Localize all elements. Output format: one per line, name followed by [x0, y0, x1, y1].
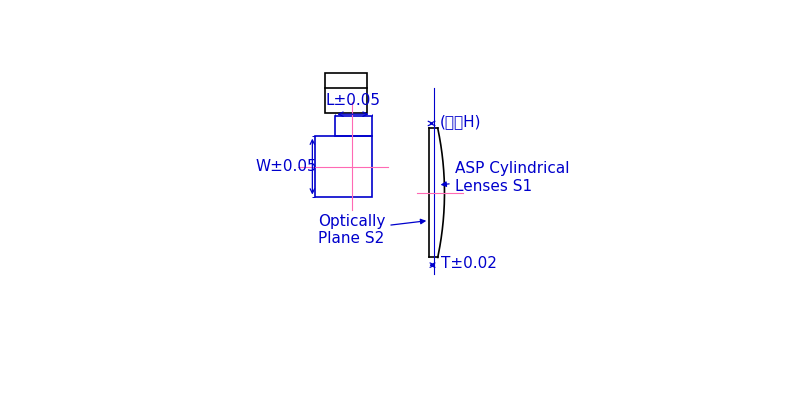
Text: T±0.02: T±0.02 — [441, 256, 497, 271]
Bar — [314, 136, 371, 197]
Text: Optically
Plane S2: Optically Plane S2 — [318, 214, 425, 246]
Bar — [334, 116, 371, 136]
Text: W±0.05: W±0.05 — [255, 159, 317, 174]
Text: L±0.05: L±0.05 — [326, 93, 381, 108]
Bar — [326, 73, 367, 113]
Text: ASP Cylindrical
Lenses S1: ASP Cylindrical Lenses S1 — [442, 161, 569, 194]
Text: (矢高H): (矢高H) — [440, 114, 482, 130]
